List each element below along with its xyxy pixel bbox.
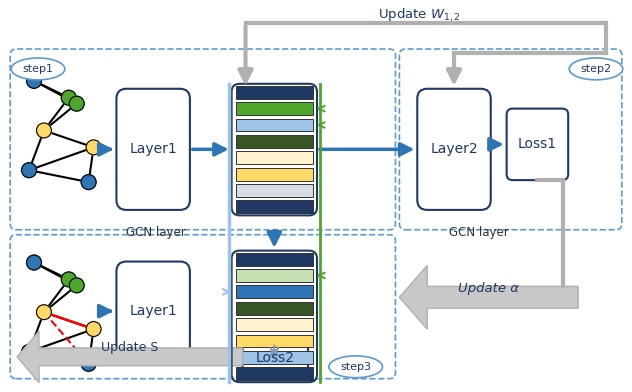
Circle shape [37,123,51,138]
Bar [236,200,313,213]
Text: Update S: Update S [100,341,158,354]
FancyBboxPatch shape [116,261,190,361]
Circle shape [81,356,96,371]
Ellipse shape [329,356,382,378]
Bar [236,151,313,164]
FancyBboxPatch shape [116,89,190,210]
Text: Layer1: Layer1 [130,304,177,318]
Circle shape [21,345,37,359]
Text: Layer2: Layer2 [430,142,478,156]
Bar [236,351,313,364]
Circle shape [81,175,96,190]
Ellipse shape [11,58,65,80]
Text: GCN layer: GCN layer [449,226,509,239]
Bar [236,252,313,265]
Bar [236,118,313,131]
FancyBboxPatch shape [507,109,568,180]
Polygon shape [399,265,578,329]
Circle shape [61,90,76,105]
Text: step1: step1 [23,64,54,74]
Circle shape [37,305,51,319]
Text: GCN layer: GCN layer [126,226,186,239]
Bar [236,285,313,298]
Bar [236,168,313,181]
Text: Loss1: Loss1 [518,137,557,151]
Text: step2: step2 [580,64,612,74]
Bar [236,269,313,282]
Bar [236,184,313,197]
Bar [236,367,313,380]
FancyBboxPatch shape [417,89,491,210]
Polygon shape [17,331,243,383]
Circle shape [61,272,76,287]
Bar [236,302,313,315]
Bar [236,86,313,99]
Bar [236,135,313,148]
Text: Update α: Update α [458,282,520,295]
Circle shape [27,73,42,88]
Text: Update $W_{1,2}$: Update $W_{1,2}$ [378,7,461,24]
Bar [236,102,313,115]
Circle shape [86,321,101,336]
Circle shape [86,140,101,155]
Circle shape [21,163,37,178]
Bar [236,334,313,347]
Text: step3: step3 [340,362,371,372]
Circle shape [70,96,84,111]
Ellipse shape [569,58,623,80]
FancyBboxPatch shape [243,343,308,373]
Circle shape [27,255,42,270]
Bar [236,318,313,331]
Text: Loss2: Loss2 [256,351,295,365]
Text: Layer1: Layer1 [130,142,177,156]
Circle shape [70,278,84,293]
